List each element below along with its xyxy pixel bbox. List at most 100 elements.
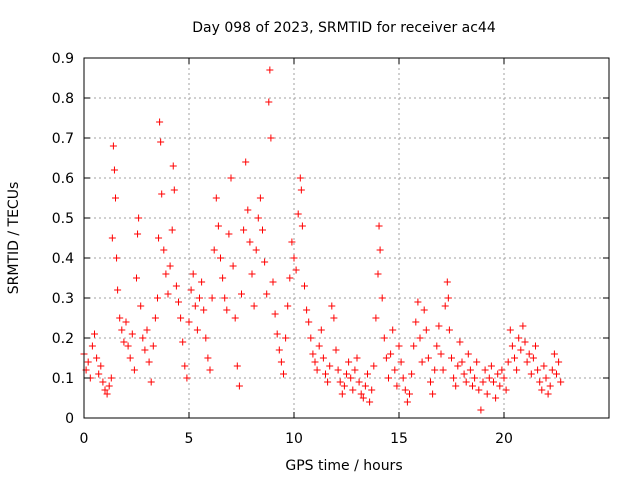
data-point — [483, 390, 491, 398]
data-point — [382, 354, 390, 362]
data-point — [454, 362, 462, 370]
data-point — [235, 382, 243, 390]
data-point — [473, 358, 481, 366]
y-axis-label: SRMTID / TECUs — [6, 182, 22, 295]
data-point — [99, 378, 107, 386]
data-point — [130, 366, 138, 374]
data-point — [179, 338, 187, 346]
data-point — [223, 306, 231, 314]
data-point — [385, 374, 392, 382]
x-tick-label: 20 — [495, 431, 513, 447]
data-point — [349, 386, 357, 394]
data-point — [429, 390, 437, 398]
data-point — [191, 302, 199, 310]
data-point — [412, 318, 420, 326]
data-point — [170, 186, 178, 194]
data-point — [448, 354, 455, 362]
data-point — [452, 382, 460, 390]
data-point — [422, 326, 430, 334]
data-point — [307, 334, 315, 342]
x-tick-label: 10 — [285, 431, 303, 447]
data-point — [116, 314, 124, 322]
y-tick-label: 0.6 — [52, 171, 74, 187]
data-point — [271, 310, 279, 318]
data-point — [548, 366, 556, 374]
data-point — [540, 362, 548, 370]
data-point — [93, 354, 101, 362]
data-point — [427, 378, 434, 386]
data-point — [408, 370, 416, 378]
data-point — [135, 214, 143, 222]
data-point — [147, 378, 155, 386]
data-point — [498, 366, 506, 374]
data-point — [252, 246, 260, 254]
data-point — [441, 302, 449, 310]
data-point — [477, 406, 485, 414]
axis-ticks: 0 0.1 0.2 0.3 0.4 0.5 0.6 0.7 0.8 0.9 0 5 10 15 20 — [52, 51, 609, 447]
data-point — [154, 294, 161, 302]
data-point — [298, 222, 306, 230]
data-point — [107, 374, 115, 382]
data-point — [403, 398, 411, 406]
plot-frame — [83, 57, 610, 419]
data-point — [315, 342, 323, 350]
data-point — [221, 294, 229, 302]
data-point — [376, 246, 384, 254]
data-point — [475, 386, 483, 394]
data-point — [280, 370, 287, 378]
data-point — [395, 342, 403, 350]
data-point — [529, 354, 537, 362]
data-point — [370, 362, 378, 370]
data-point — [290, 254, 298, 262]
data-point — [521, 338, 529, 346]
data-point — [508, 342, 516, 350]
data-point — [305, 318, 313, 326]
data-point — [324, 378, 332, 386]
data-point — [193, 326, 201, 334]
data-point — [95, 370, 103, 378]
data-point — [511, 354, 518, 362]
data-point — [492, 394, 500, 402]
data-point — [351, 366, 359, 374]
data-point — [196, 294, 203, 302]
data-point — [347, 374, 355, 382]
y-tick-label: 0.4 — [52, 251, 74, 267]
data-point — [494, 370, 502, 378]
data-point — [108, 234, 116, 242]
data-point — [471, 374, 479, 382]
data-point — [134, 230, 142, 238]
data-point — [464, 350, 472, 358]
x-tick-label: 5 — [185, 431, 194, 447]
data-point — [345, 358, 353, 366]
data-point — [336, 378, 344, 386]
data-point — [172, 282, 180, 290]
data-point — [206, 366, 214, 374]
data-point — [263, 290, 271, 298]
y-tick-label: 0.8 — [52, 91, 74, 107]
data-point — [277, 358, 285, 366]
data-point — [399, 374, 407, 382]
data-point — [502, 386, 510, 394]
data-point — [266, 66, 274, 74]
data-point — [532, 342, 539, 350]
data-point — [515, 334, 523, 342]
data-point — [393, 382, 401, 390]
data-point — [420, 306, 428, 314]
data-point — [303, 306, 311, 314]
data-point — [113, 254, 121, 262]
data-point — [496, 382, 504, 390]
data-point — [109, 142, 117, 150]
data-point — [275, 346, 283, 354]
data-point — [332, 346, 340, 354]
data-point — [219, 274, 227, 282]
data-point — [485, 374, 493, 382]
data-point — [406, 390, 413, 398]
y-tick-label: 0.2 — [52, 331, 74, 347]
data-point — [261, 258, 269, 266]
data-point — [380, 334, 388, 342]
data-point — [469, 382, 476, 390]
data-point — [322, 370, 329, 378]
data-point — [166, 262, 174, 270]
data-point — [248, 270, 256, 278]
data-point — [122, 318, 130, 326]
